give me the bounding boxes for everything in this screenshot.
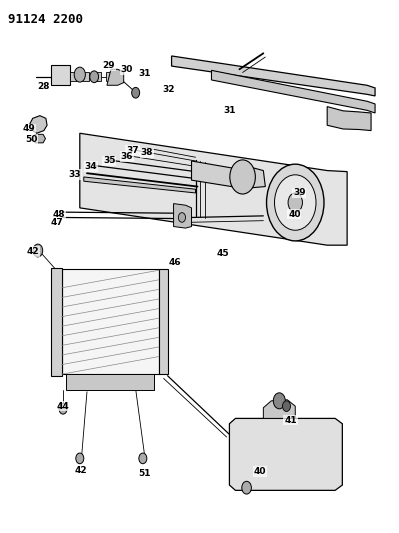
- Text: 34: 34: [85, 162, 97, 171]
- Polygon shape: [211, 70, 375, 113]
- Polygon shape: [84, 177, 196, 193]
- Circle shape: [267, 164, 324, 241]
- Polygon shape: [172, 56, 375, 96]
- Text: 35: 35: [103, 157, 116, 165]
- Circle shape: [288, 193, 302, 212]
- Bar: [51, 65, 70, 85]
- Polygon shape: [30, 116, 47, 133]
- Polygon shape: [159, 269, 168, 374]
- Circle shape: [282, 401, 290, 411]
- Text: 40: 40: [288, 210, 301, 219]
- Circle shape: [242, 481, 251, 494]
- Text: 47: 47: [50, 219, 63, 227]
- Circle shape: [76, 453, 84, 464]
- Polygon shape: [107, 69, 124, 85]
- Text: 39: 39: [293, 189, 306, 197]
- Circle shape: [273, 393, 285, 409]
- Bar: [66, 374, 154, 390]
- Text: 42: 42: [26, 247, 39, 256]
- Text: 36: 36: [120, 152, 133, 161]
- Circle shape: [139, 453, 147, 464]
- Bar: [62, 269, 159, 374]
- Text: 29: 29: [102, 61, 115, 70]
- Text: 44: 44: [57, 402, 69, 410]
- Text: 50: 50: [25, 135, 38, 144]
- Polygon shape: [192, 161, 265, 188]
- Text: 31: 31: [138, 69, 151, 77]
- Text: 49: 49: [22, 125, 35, 133]
- Polygon shape: [51, 268, 62, 376]
- Polygon shape: [327, 107, 371, 131]
- Bar: [106, 72, 113, 81]
- Text: 48: 48: [53, 210, 65, 219]
- Circle shape: [59, 403, 67, 414]
- Text: 91124 2200: 91124 2200: [8, 13, 83, 26]
- Text: 45: 45: [216, 249, 229, 257]
- Polygon shape: [229, 418, 342, 490]
- Polygon shape: [80, 133, 347, 245]
- Text: 37: 37: [126, 146, 139, 155]
- Text: 41: 41: [284, 416, 297, 424]
- Bar: [82, 72, 89, 81]
- Text: 42: 42: [74, 466, 87, 474]
- Text: 33: 33: [69, 170, 81, 179]
- Polygon shape: [33, 134, 45, 143]
- Text: 31: 31: [223, 107, 236, 115]
- Text: 28: 28: [37, 82, 49, 91]
- Circle shape: [74, 67, 85, 82]
- Polygon shape: [263, 400, 295, 418]
- Bar: [70, 72, 77, 81]
- Circle shape: [178, 213, 186, 222]
- Circle shape: [230, 160, 255, 194]
- Text: 46: 46: [168, 258, 181, 266]
- Text: 30: 30: [120, 65, 133, 74]
- Text: 51: 51: [138, 469, 151, 478]
- Text: 38: 38: [140, 149, 153, 157]
- Bar: [94, 72, 101, 81]
- Circle shape: [90, 71, 99, 83]
- Polygon shape: [174, 204, 192, 228]
- Circle shape: [275, 175, 316, 230]
- Circle shape: [132, 87, 140, 98]
- Text: 40: 40: [254, 467, 267, 476]
- Circle shape: [33, 244, 43, 257]
- Text: 32: 32: [162, 85, 175, 93]
